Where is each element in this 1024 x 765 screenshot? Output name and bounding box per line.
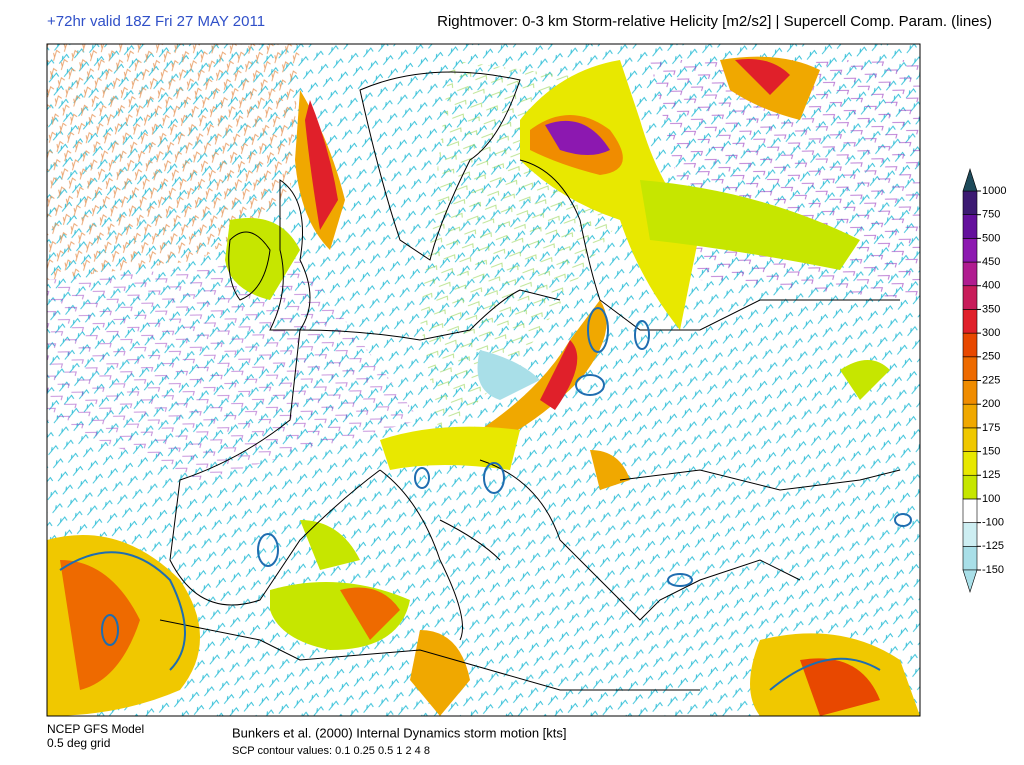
colorbar-band xyxy=(962,356,978,381)
colorbar-band xyxy=(962,522,978,547)
map-frame xyxy=(46,43,921,717)
colorbar-label: 175 xyxy=(982,422,1000,434)
colorbar-label: -150 xyxy=(982,564,1004,576)
colorbar-band xyxy=(962,427,978,452)
colorbar-label: 500 xyxy=(982,232,1000,244)
colorbar-under-arrow xyxy=(962,569,978,593)
colorbar-label: 100 xyxy=(982,493,1000,505)
valid-time: +72hr valid 18Z Fri 27 MAY 2011 xyxy=(47,13,265,30)
grid-resolution: 0.5 deg grid xyxy=(47,736,110,750)
colorbar-band xyxy=(962,261,978,287)
colorbar-label: 125 xyxy=(982,469,1000,481)
colorbar-band xyxy=(962,403,978,429)
colorbar-band xyxy=(962,332,978,358)
colorbar-label: 200 xyxy=(982,398,1000,410)
colorbar: -150 -125 -100 100 125 150 175 200 225 250 300 350 4… xyxy=(962,168,1006,593)
colorbar-label: 450 xyxy=(982,256,1000,268)
map xyxy=(47,44,920,716)
colorbar-band xyxy=(962,380,978,405)
colorbar-band xyxy=(962,214,978,239)
colorbar-label: 1000 xyxy=(982,185,1006,197)
colorbar-band xyxy=(962,451,978,476)
colorbar-label: 250 xyxy=(982,351,1000,363)
map-title: Rightmover: 0-3 km Storm-relative Helici… xyxy=(437,13,992,30)
wind-barbs xyxy=(47,260,420,480)
colorbar-band xyxy=(962,546,978,571)
helicity-fill xyxy=(47,56,920,716)
colorbar-label: 225 xyxy=(982,374,1000,386)
scp-contours xyxy=(59,307,912,691)
scp-contour-note: SCP contour values: 0.1 0.25 0.5 1 2 4 8 xyxy=(232,745,430,757)
colorbar-label: 350 xyxy=(982,303,1000,315)
colorbar-band xyxy=(962,285,978,310)
storm-motion-note: Bunkers et al. (2000) Internal Dynamics … xyxy=(232,725,567,740)
model-name: NCEP GFS Model xyxy=(47,722,144,736)
colorbar-label: 400 xyxy=(982,280,1000,292)
colorbar-label: -125 xyxy=(982,540,1004,552)
colorbar-over-arrow xyxy=(962,168,978,192)
colorbar-band xyxy=(962,474,978,500)
colorbar-label: 150 xyxy=(982,445,1000,457)
colorbar-band xyxy=(962,498,978,523)
colorbar-band xyxy=(962,238,978,263)
coastlines xyxy=(159,71,901,691)
colorbar-band xyxy=(962,309,978,334)
colorbar-label: 300 xyxy=(982,327,1000,339)
colorbar-label: -100 xyxy=(982,517,1004,529)
colorbar-label: 750 xyxy=(982,209,1000,221)
colorbar-band xyxy=(962,190,978,215)
